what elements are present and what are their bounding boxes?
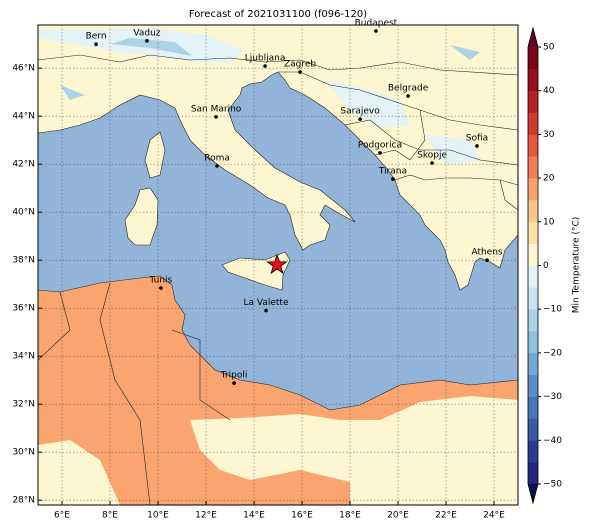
city-label: Bern xyxy=(86,32,107,42)
lat-tick-label: 34°N xyxy=(12,352,35,362)
city-marker xyxy=(358,117,362,121)
city-label: San Marino xyxy=(191,104,242,114)
city-marker xyxy=(374,29,378,33)
city-marker xyxy=(485,258,489,263)
colorbar-segment xyxy=(528,156,538,179)
colorbar-segment xyxy=(528,199,538,223)
lat-tick-label: 46°N xyxy=(12,64,35,74)
city-marker xyxy=(215,164,219,168)
city-label: Tirana xyxy=(378,167,407,177)
title: Forecast of 2021031100 (f096-120) xyxy=(189,9,367,20)
lat-tick-label: 42°N xyxy=(12,160,35,170)
colorbar-tick-label: −10 xyxy=(543,305,562,315)
colorbar-tick-label: 0 xyxy=(543,261,549,271)
lon-tick-label: 16°E xyxy=(291,511,313,521)
colorbar-segment xyxy=(528,418,538,441)
city-marker xyxy=(264,308,268,313)
city-label: Tripoli xyxy=(220,371,248,381)
colorbar-tick-label: 50 xyxy=(543,43,555,53)
city-label: Tunis xyxy=(149,276,173,286)
colorbar-segment xyxy=(528,440,538,463)
colorbar-label: Min Temperature (°C) xyxy=(572,217,582,314)
colorbar-tick-label: −30 xyxy=(543,392,562,402)
city-marker xyxy=(214,115,218,119)
colorbar-tick-label: 30 xyxy=(543,130,555,140)
colorbar-tick-label: −20 xyxy=(543,348,562,358)
colorbar-tick-label: 40 xyxy=(543,86,555,96)
lat-tick-label: 44°N xyxy=(12,112,35,122)
colorbar-segment xyxy=(528,265,538,288)
city-marker xyxy=(232,381,236,385)
city-marker xyxy=(263,64,267,68)
city-label: Zagreb xyxy=(284,60,316,70)
europe-land xyxy=(38,25,518,291)
map-frame xyxy=(37,24,519,506)
lat-tick-label: 40°N xyxy=(12,208,35,218)
colorbar-tick-label: 20 xyxy=(543,174,555,184)
city-label: Roma xyxy=(204,153,230,163)
colorbar-segment xyxy=(528,112,538,135)
lon-tick-label: 22°E xyxy=(435,511,457,521)
colorbar-tick-label: 10 xyxy=(543,217,555,227)
lon-tick-label: 20°E xyxy=(387,511,409,521)
colorbar-over xyxy=(528,28,538,47)
city-label: Belgrade xyxy=(388,84,429,94)
city-label: Vaduz xyxy=(133,28,160,38)
colorbar-segment xyxy=(528,309,538,332)
colorbar-segment xyxy=(528,90,538,113)
colorbar-segment xyxy=(528,287,538,310)
colorbar-under xyxy=(528,484,538,503)
city-marker xyxy=(406,94,410,98)
lat-tick-label: 28°N xyxy=(12,496,35,506)
colorbar-segment xyxy=(528,134,538,157)
city-label: Budapest xyxy=(355,19,398,29)
lat-tick-label: 32°N xyxy=(12,400,35,410)
lon-tick-label: 10°E xyxy=(147,511,169,521)
city-marker xyxy=(430,161,434,165)
city-marker xyxy=(391,177,395,181)
colorbar-segment xyxy=(528,331,538,354)
colorbar-segment xyxy=(528,68,538,91)
city-marker xyxy=(298,70,302,74)
lon-tick-label: 12°E xyxy=(195,511,217,521)
city-marker xyxy=(145,39,149,43)
lon-tick-label: 18°E xyxy=(339,511,361,521)
colorbar-segment xyxy=(528,178,538,201)
city-marker xyxy=(475,144,479,148)
lat-tick-label: 30°N xyxy=(12,448,35,458)
colorbar-tick-label: −50 xyxy=(543,480,562,490)
colorbar-segment xyxy=(528,243,538,266)
colorbar-segment xyxy=(528,352,538,376)
city-label: Podgorica xyxy=(358,140,402,150)
city-label: Sarajevo xyxy=(340,107,380,117)
city-label: Sofia xyxy=(466,133,488,143)
borders xyxy=(38,54,518,505)
lon-tick-label: 8°E xyxy=(102,511,118,521)
colorbar-segment xyxy=(528,462,538,485)
colorbar-segment xyxy=(528,221,538,244)
lon-tick-label: 14°E xyxy=(243,511,265,521)
city-marker xyxy=(378,151,382,155)
city-label: Ljubljana xyxy=(245,54,286,64)
colorbar-segment xyxy=(528,47,538,70)
colorbar-segment xyxy=(528,396,538,419)
lat-tick-label: 38°N xyxy=(12,256,35,266)
colorbar-segment xyxy=(528,374,538,397)
cold-patch xyxy=(38,28,480,165)
colorbar-tick-label: −40 xyxy=(543,436,562,446)
city-label: Skopje xyxy=(417,151,447,161)
city-label: Athens xyxy=(471,248,502,258)
city-marker xyxy=(159,286,163,290)
lon-tick-label: 24°E xyxy=(483,511,505,521)
city-marker xyxy=(94,42,98,46)
star-marker xyxy=(266,253,288,275)
lon-tick-label: 6°E xyxy=(54,511,70,521)
lat-tick-label: 36°N xyxy=(12,304,35,314)
corsica xyxy=(144,131,166,179)
city-label: La Valette xyxy=(244,298,289,308)
